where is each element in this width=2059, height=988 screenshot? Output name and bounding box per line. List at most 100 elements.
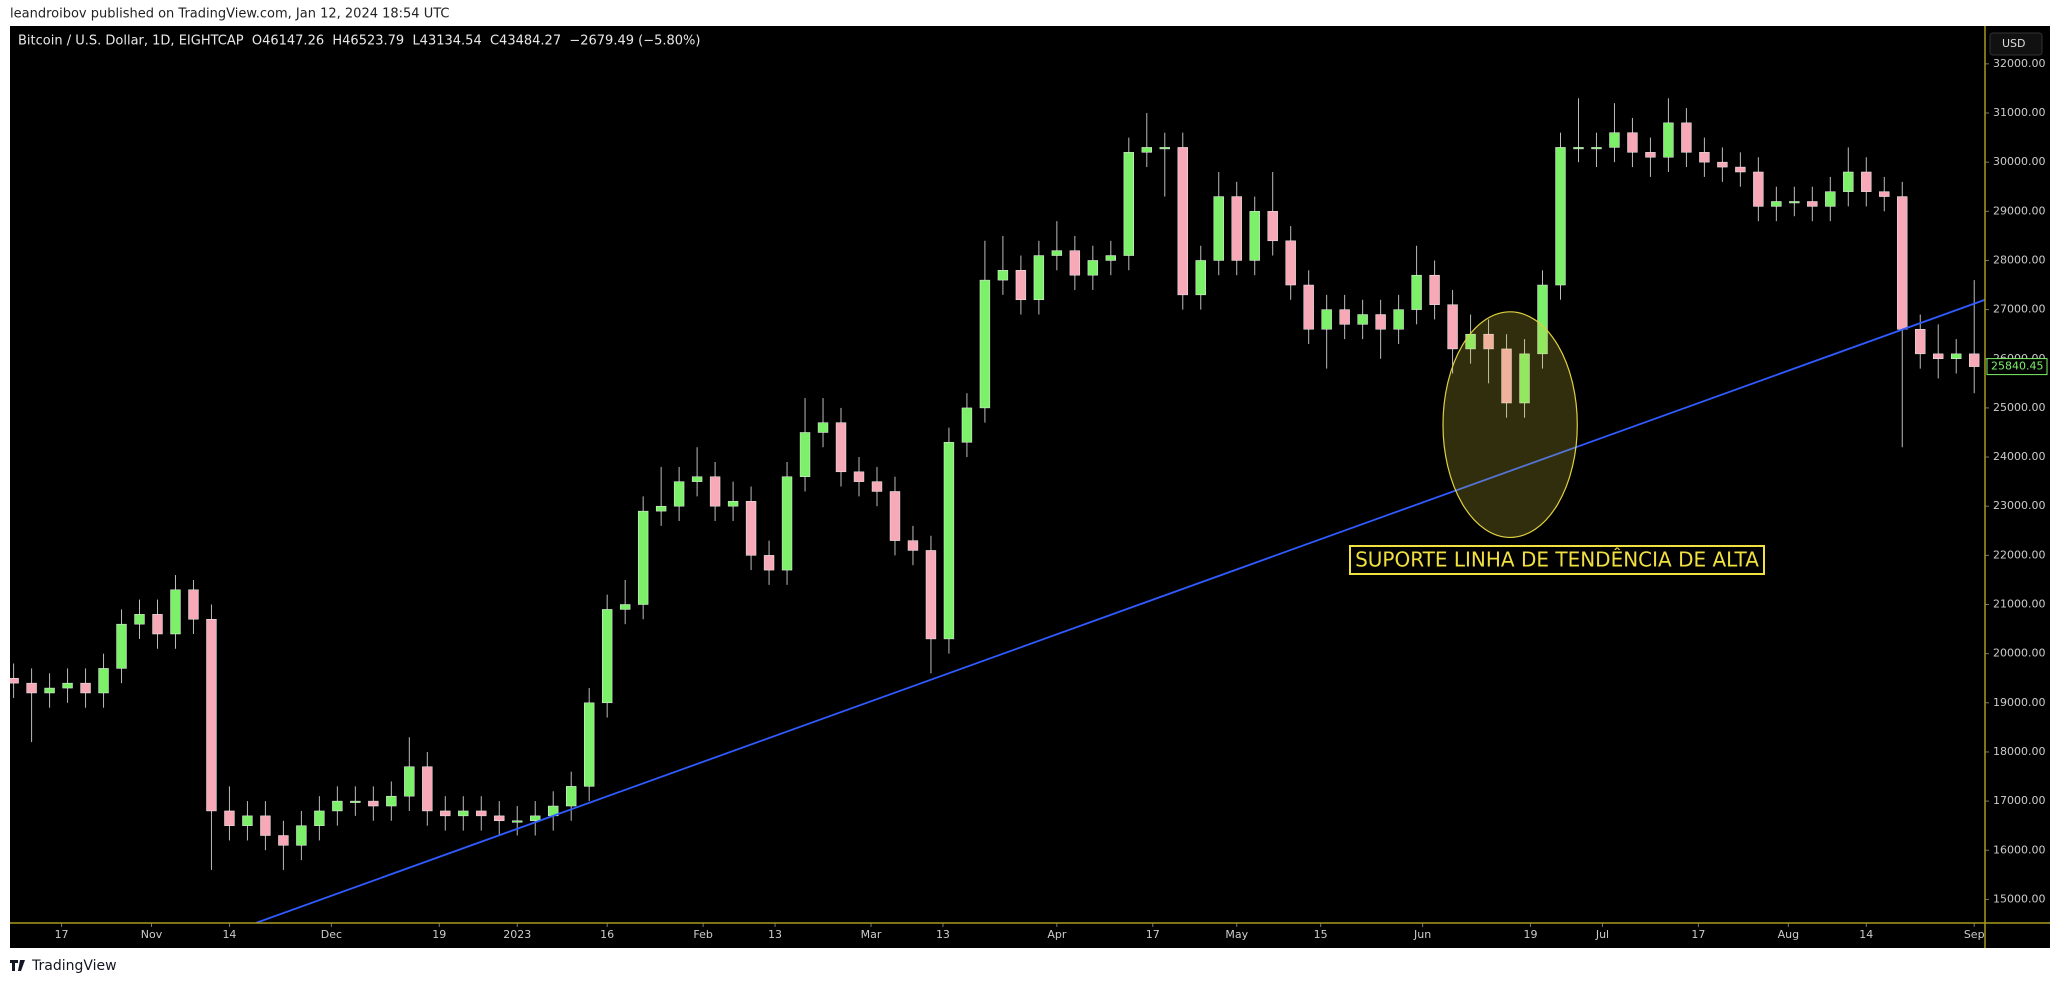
x-tick-label: 13	[768, 928, 782, 941]
y-tick-label: 22000.00	[1993, 548, 2046, 561]
publisher: leandroibov published on TradingView.com…	[10, 7, 450, 22]
candle-body	[1825, 191, 1836, 207]
candle-body	[583, 702, 595, 787]
candle-body	[853, 471, 865, 482]
x-tick-label: May	[1225, 928, 1248, 941]
candle-body	[44, 687, 55, 694]
y-tick-label: 19000.00	[1993, 696, 2046, 709]
candle-body	[925, 550, 937, 640]
annotation-box	[1349, 545, 1765, 575]
candle-body	[1915, 329, 1926, 355]
y-tick-label: 32000.00	[1993, 57, 2046, 70]
y-tick-label: 29000.00	[1993, 204, 2046, 217]
candle-body	[1213, 196, 1224, 261]
x-tick-label: 17	[1691, 928, 1705, 941]
candle-body	[889, 491, 901, 541]
candle-body	[242, 815, 253, 826]
candle-body	[314, 810, 325, 826]
candle-body	[1303, 284, 1314, 330]
candle-body	[1699, 152, 1710, 163]
last-price-label: 25840.45	[1991, 360, 2044, 373]
highlight-ellipse	[1442, 311, 1578, 539]
logo	[10, 960, 25, 971]
candle-body	[835, 422, 847, 473]
candle-body	[1483, 333, 1494, 350]
currency-box[interactable]	[1989, 32, 2043, 56]
candle-body	[1375, 314, 1386, 330]
candle-body	[404, 766, 415, 797]
candle-body	[512, 820, 523, 823]
candle-body	[152, 614, 163, 635]
candle-body	[1843, 171, 1854, 192]
candle-body	[1879, 191, 1890, 197]
y-tick-label: 27000.00	[1993, 303, 2046, 316]
candle-body	[1015, 270, 1027, 301]
candle-body	[1357, 314, 1368, 325]
candle-body	[422, 766, 433, 812]
x-tick-label: Feb	[693, 928, 712, 941]
candle-body	[1087, 260, 1099, 276]
candle-body	[1411, 274, 1422, 310]
candle-body	[745, 501, 757, 556]
candle-body	[1663, 122, 1674, 158]
candle-body	[1789, 201, 1800, 204]
candle-body	[1105, 255, 1117, 261]
last-price-box	[1986, 358, 2048, 376]
candle-body	[1771, 201, 1782, 207]
candle-body	[170, 589, 181, 635]
candle-body	[1519, 353, 1530, 404]
candle-body	[619, 604, 631, 610]
candle-body	[1897, 196, 1908, 330]
axes: 15000.00 16000.00 17000.00 18000.00 19000.00…	[10, 26, 2050, 948]
chart-title: Bitcoin / U.S. Dollar, 1D, EIGHTCAP O461…	[18, 34, 700, 49]
y-tick-label: 16000.00	[1993, 843, 2046, 856]
candle-body	[1645, 152, 1656, 158]
y-tick-label: 24000.00	[1993, 450, 2046, 463]
x-tick-label: Apr	[1047, 928, 1067, 941]
x-tick-label: Sep	[1964, 928, 1985, 941]
candle-body	[1573, 147, 1584, 150]
candle-body	[1069, 250, 1081, 276]
candle-body	[1609, 132, 1620, 148]
x-tick-label: 16	[600, 928, 614, 941]
candle-body	[727, 501, 739, 507]
candle-body	[1321, 309, 1332, 330]
candle-body	[799, 432, 811, 477]
candle-body	[1339, 309, 1350, 325]
candle-body	[1231, 196, 1242, 261]
candle-body	[1735, 166, 1746, 173]
candle-body	[1123, 152, 1135, 256]
candle-body	[10, 677, 19, 684]
candle-body	[80, 682, 91, 694]
candle-body	[1969, 353, 1980, 367]
candle-body	[260, 815, 271, 836]
candle-body	[1033, 255, 1045, 301]
candle-body	[1681, 122, 1692, 153]
candle-body	[386, 795, 397, 807]
candle-body	[997, 270, 1009, 281]
x-tick-label: 14	[1859, 928, 1873, 941]
x-tick-label: 15	[1314, 928, 1328, 941]
candle-body	[1501, 348, 1512, 404]
candle-body	[530, 815, 541, 822]
candle-body	[817, 422, 829, 433]
x-tick-label: 17	[1146, 928, 1160, 941]
candle-body	[871, 481, 883, 492]
y-tick-label: 17000.00	[1993, 794, 2046, 807]
candle-body	[1159, 147, 1170, 150]
candle-body	[601, 609, 613, 704]
candle-body	[278, 835, 289, 846]
candle-body	[1753, 171, 1764, 207]
candle-body	[566, 786, 577, 807]
y-tick-label: 23000.00	[1993, 499, 2046, 512]
currency[interactable]: USD	[2002, 37, 2026, 50]
candle-body	[1177, 147, 1188, 296]
candle-body	[655, 505, 667, 512]
candle-body	[224, 810, 235, 826]
candle-body	[1537, 284, 1548, 355]
candle-body	[673, 481, 685, 507]
candle-body	[62, 682, 73, 689]
candle-body	[350, 800, 361, 803]
x-tick-label: 19	[432, 928, 446, 941]
